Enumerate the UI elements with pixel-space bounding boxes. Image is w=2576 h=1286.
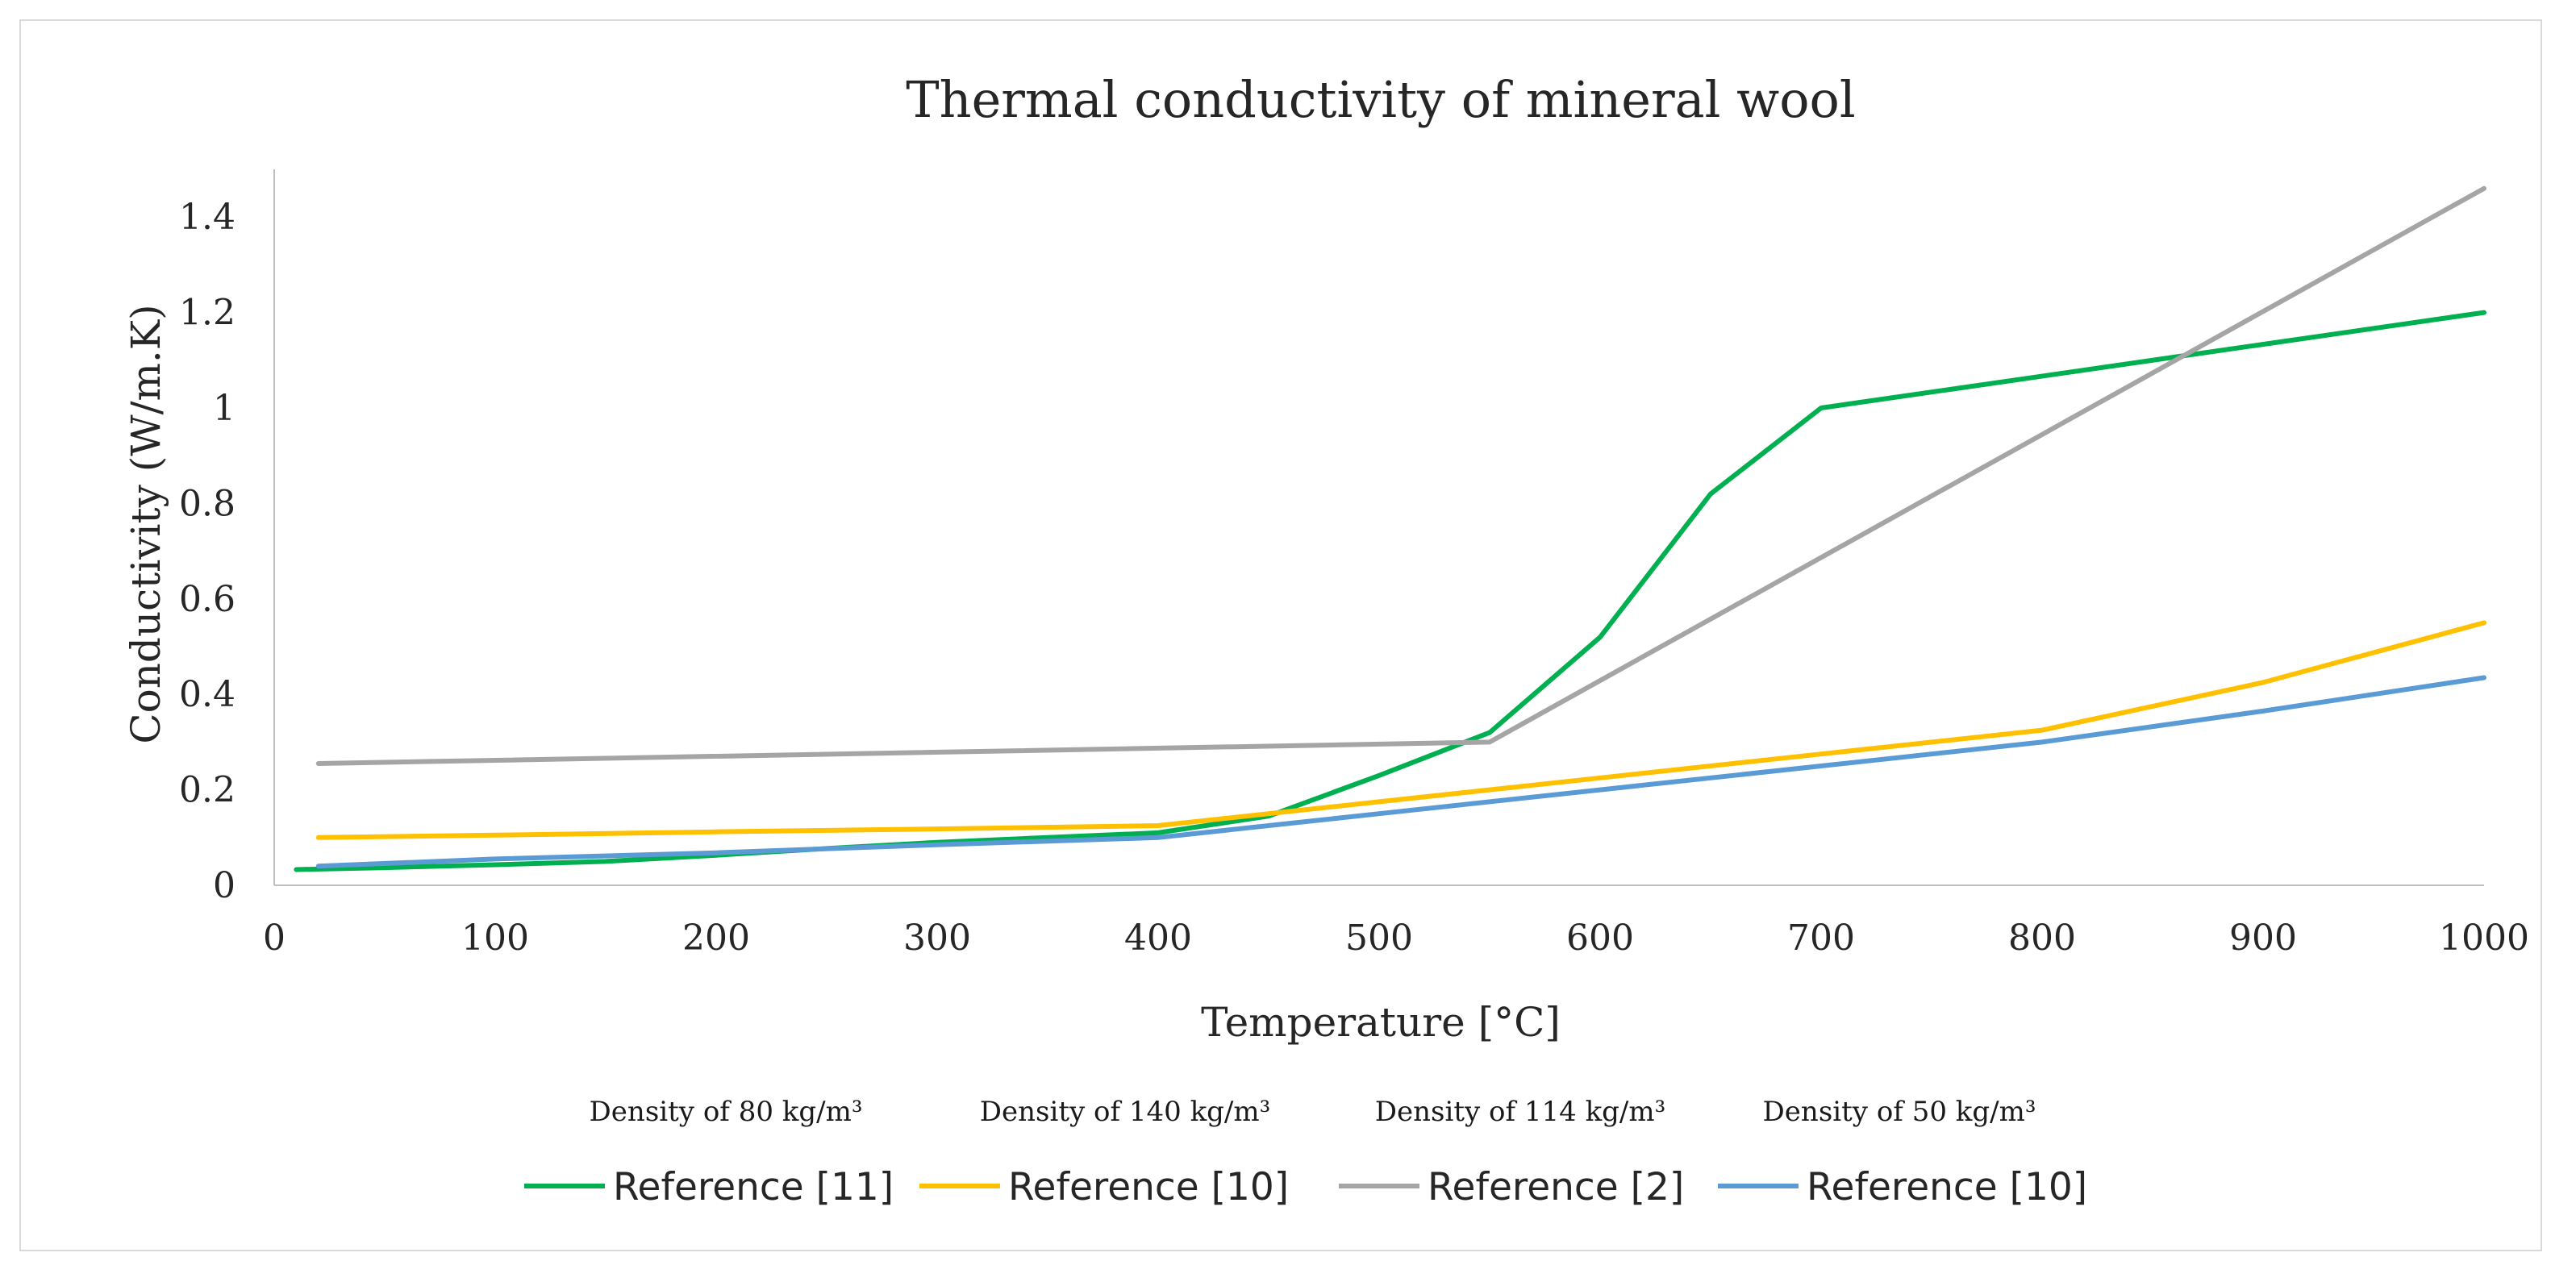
y-tick-label: 1.4 [179, 197, 236, 238]
series-line-0 [294, 310, 2486, 872]
x-tick-label: 500 [1345, 918, 1413, 959]
y-axis-title: Conductivity (W/m.K) [123, 304, 169, 743]
legend-density-note: Density of 140 kg/m³ [980, 1096, 1271, 1128]
chart-frame [19, 19, 2542, 1251]
legend-density-note: Density of 80 kg/m³ [590, 1096, 863, 1128]
legend-label: Reference [10] [1807, 1165, 2087, 1209]
x-tick-label: 700 [1787, 918, 1855, 959]
x-tick-label: 300 [903, 918, 971, 959]
series-line-2 [315, 185, 2486, 766]
x-tick-label: 1000 [2439, 918, 2529, 959]
legend-density-note: Density of 114 kg/m³ [1375, 1096, 1666, 1128]
x-tick-label: 200 [682, 918, 750, 959]
x-tick-label: 0 [263, 918, 286, 959]
chart-title: Thermal conductivity of mineral wool [906, 70, 1855, 129]
y-tick-label: 1 [213, 388, 236, 429]
x-tick-label: 800 [2008, 918, 2076, 959]
axes: 0 100 200 300 400 500 600 700 800 900 1000 0 0.2 0.4 0… [179, 169, 2529, 959]
x-tick-label: 100 [461, 918, 529, 959]
series-layer [294, 185, 2486, 872]
y-tick-label: 0.2 [179, 770, 236, 811]
legend-density-note: Density of 50 kg/m³ [1763, 1096, 2036, 1128]
x-axis-title: Temperature [°C] [1201, 999, 1561, 1046]
legend-label: Reference [2] [1428, 1165, 1684, 1209]
y-tick-label: 1.2 [179, 293, 236, 334]
legend-label: Reference [10] [1008, 1165, 1289, 1209]
y-tick-label: 0.8 [179, 483, 236, 524]
legend: Density of 80 kg/m³ Reference [11] Density… [524, 1096, 2087, 1209]
y-tick-label: 0.4 [179, 674, 236, 715]
series-line-3 [315, 675, 2486, 869]
x-tick-label: 600 [1566, 918, 1634, 959]
y-tick-label: 0.6 [179, 579, 236, 620]
legend-label: Reference [11] [613, 1165, 894, 1209]
x-tick-label: 400 [1124, 918, 1192, 959]
series-line-1 [315, 620, 2486, 840]
x-tick-label: 900 [2229, 918, 2297, 959]
y-tick-label: 0 [213, 865, 236, 906]
